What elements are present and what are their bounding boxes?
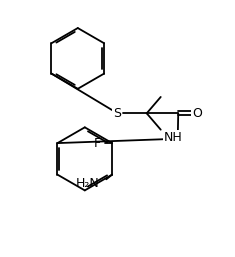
- Text: F: F: [93, 137, 100, 150]
- Text: H₂N: H₂N: [75, 178, 99, 190]
- Text: O: O: [192, 107, 202, 120]
- Text: S: S: [114, 107, 121, 120]
- Text: NH: NH: [164, 131, 183, 144]
